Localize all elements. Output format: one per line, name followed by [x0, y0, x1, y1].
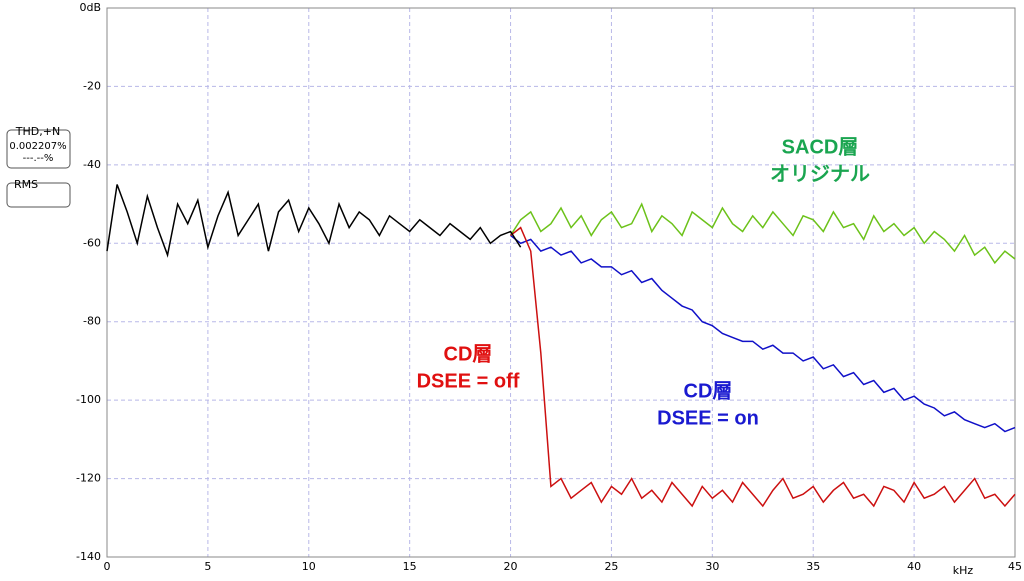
- series-line: [510, 226, 1016, 508]
- series-line: [510, 234, 1016, 433]
- annotation: SACD層: [782, 135, 859, 158]
- plot-frame: [106, 7, 1016, 558]
- x-tick-label: 0: [104, 560, 111, 573]
- x-tick-label: 30: [705, 560, 719, 573]
- x-tick-label: 15: [403, 560, 417, 573]
- x-tick-label: 25: [604, 560, 618, 573]
- y-tick-label: -60: [83, 236, 101, 249]
- thd-value: 0.002207%: [9, 141, 66, 152]
- annotation: CD層: [684, 379, 733, 402]
- series-line: [106, 184, 522, 258]
- rms-box: [6, 182, 71, 208]
- y-tick-label: -140: [76, 550, 101, 563]
- x-tick-label: 35: [806, 560, 820, 573]
- annotation: オリジナル: [770, 163, 870, 185]
- thd-label: THD,+N: [15, 125, 60, 138]
- x-tick-label: 5: [204, 560, 211, 573]
- y-tick-label: -80: [83, 315, 101, 328]
- x-tick-label: 10: [302, 560, 316, 573]
- x-axis-label: kHz: [953, 564, 974, 577]
- y-tick-label: -20: [83, 79, 101, 92]
- y-tick-label: -120: [76, 472, 101, 485]
- annotation: DSEE = off: [417, 370, 520, 392]
- x-tick-label: 40: [907, 560, 921, 573]
- thd-blank: ---.--%: [23, 153, 54, 164]
- x-tick-label: 20: [504, 560, 518, 573]
- thd-box: [6, 129, 71, 169]
- series-line: [509, 202, 1016, 265]
- annotation: DSEE = on: [657, 407, 759, 429]
- y-tick-label: -40: [83, 158, 101, 171]
- rms-label: RMS: [14, 178, 38, 191]
- y-tick-label: -100: [76, 393, 101, 406]
- annotation: CD層: [444, 342, 493, 365]
- y-tick-label: 0dB: [79, 1, 101, 14]
- x-tick-label: 45: [1008, 560, 1022, 573]
